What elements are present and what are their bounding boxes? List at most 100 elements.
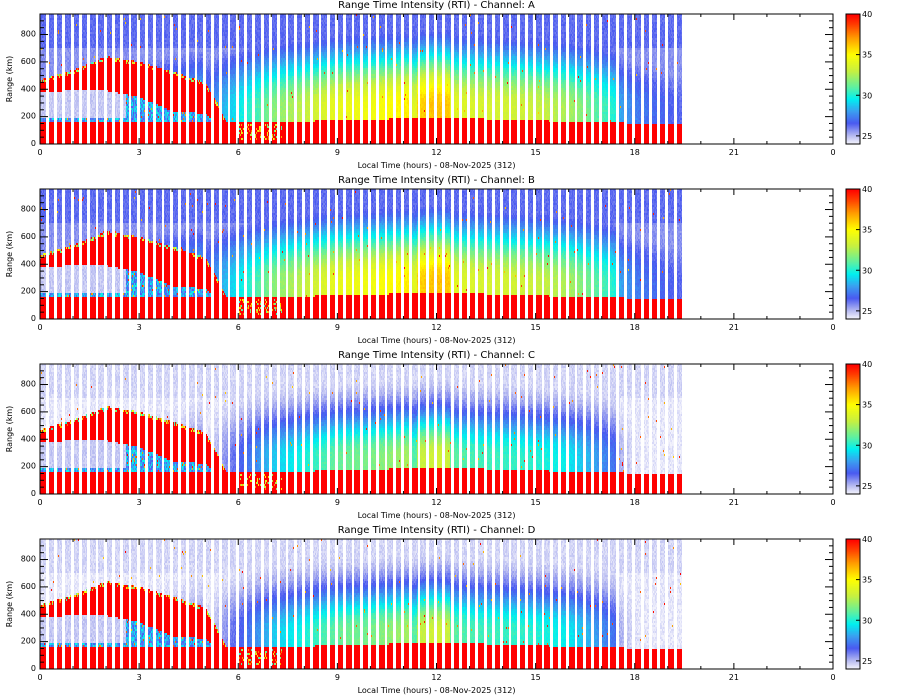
colorbar-tick-label: 35 [862,576,872,585]
y-tick-label: 200 [21,637,36,646]
rti-heatmap [40,189,833,319]
colorbar [846,189,860,319]
x-tick-label: 3 [137,673,142,682]
y-tick-label: 200 [21,112,36,121]
y-tick-label: 600 [21,407,36,416]
x-tick-label: 9 [335,673,340,682]
x-tick-label: 21 [729,673,739,682]
chart-title: Range Time Intensity (RTI) - Channel: A [338,0,535,11]
colorbar-tick-label: 30 [862,441,872,450]
y-tick-label: 400 [21,259,36,268]
colorbar-tick-label: 30 [862,91,872,100]
x-tick-label: 21 [729,323,739,332]
x-tick-label: 12 [431,673,441,682]
x-tick-label: 21 [729,498,739,507]
x-tick-label: 3 [137,323,142,332]
y-tick-label: 800 [21,380,36,389]
rti-panel-d: Range Time Intensity (RTI) - Channel: D L… [0,525,900,700]
colorbar-tick-label: 35 [862,51,872,60]
rti-heatmap [40,539,833,669]
colorbar-tick-label: 40 [862,185,872,194]
colorbar-tick-label: 35 [862,226,872,235]
x-tick-label: 6 [236,673,241,682]
colorbar-frame [845,188,861,320]
y-axis-label: Range (km) [5,231,14,278]
colorbar [846,364,860,494]
y-tick-label: 800 [21,30,36,39]
colorbar-tick-label: 25 [862,132,872,141]
colorbar-tick-label: 40 [862,535,872,544]
colorbar [846,539,860,669]
colorbar-tick-label: 40 [862,360,872,369]
x-tick-label: 12 [431,498,441,507]
x-tick-label: 15 [531,673,541,682]
x-axis-label: Local Time (hours) - 08-Nov-2025 (312) [357,161,516,170]
x-tick-label: 15 [531,323,541,332]
x-tick-label: 0 [37,498,42,507]
x-tick-label: 15 [531,148,541,157]
plot-frame [39,538,834,670]
colorbar-tick-label: 25 [862,657,872,666]
x-tick-label: 0 [830,323,835,332]
y-tick-label: 800 [21,555,36,564]
x-tick-label: 0 [830,673,835,682]
rti-heatmap [40,364,833,494]
x-tick-label: 18 [630,498,640,507]
x-tick-label: 9 [335,148,340,157]
x-axis-label: Local Time (hours) - 08-Nov-2025 (312) [357,511,516,520]
y-tick-label: 200 [21,287,36,296]
chart-title: Range Time Intensity (RTI) - Channel: D [337,525,536,536]
rti-heatmap [40,14,833,144]
plot-frame [39,188,834,320]
y-tick-label: 400 [21,84,36,93]
x-tick-label: 6 [236,498,241,507]
x-tick-label: 21 [729,148,739,157]
x-tick-label: 9 [335,498,340,507]
colorbar [846,14,860,144]
rti-panel-a: Range Time Intensity (RTI) - Channel: A L… [0,0,900,175]
x-tick-label: 9 [335,323,340,332]
x-tick-label: 12 [431,148,441,157]
y-tick-label: 0 [31,664,36,673]
y-tick-label: 0 [31,139,36,148]
y-tick-label: 0 [31,314,36,323]
x-tick-label: 18 [630,673,640,682]
rti-panel-b: Range Time Intensity (RTI) - Channel: B L… [0,175,900,350]
x-tick-label: 15 [531,498,541,507]
y-tick-label: 0 [31,489,36,498]
x-tick-label: 3 [137,498,142,507]
chart-title: Range Time Intensity (RTI) - Channel: C [338,350,535,361]
colorbar-tick-label: 25 [862,307,872,316]
chart-title: Range Time Intensity (RTI) - Channel: B [338,175,535,186]
x-tick-label: 0 [830,498,835,507]
x-tick-label: 0 [37,673,42,682]
plot-frame [39,363,834,495]
colorbar-tick-label: 30 [862,616,872,625]
y-tick-label: 400 [21,609,36,618]
y-axis-label: Range (km) [5,406,14,453]
colorbar-frame [845,538,861,670]
x-tick-label: 6 [236,148,241,157]
colorbar-tick-label: 35 [862,401,872,410]
y-tick-label: 600 [21,582,36,591]
rti-panel-c: Range Time Intensity (RTI) - Channel: C L… [0,350,900,525]
x-tick-label: 12 [431,323,441,332]
x-tick-label: 18 [630,323,640,332]
colorbar-frame [845,363,861,495]
x-tick-label: 0 [37,148,42,157]
plot-frame [39,13,834,145]
colorbar-tick-label: 40 [862,10,872,19]
x-tick-label: 3 [137,148,142,157]
colorbar-frame [845,13,861,145]
y-tick-label: 600 [21,232,36,241]
x-tick-label: 6 [236,323,241,332]
x-axis-label: Local Time (hours) - 08-Nov-2025 (312) [357,686,516,695]
y-tick-label: 600 [21,57,36,66]
colorbar-tick-label: 30 [862,266,872,275]
y-axis-label: Range (km) [5,581,14,628]
